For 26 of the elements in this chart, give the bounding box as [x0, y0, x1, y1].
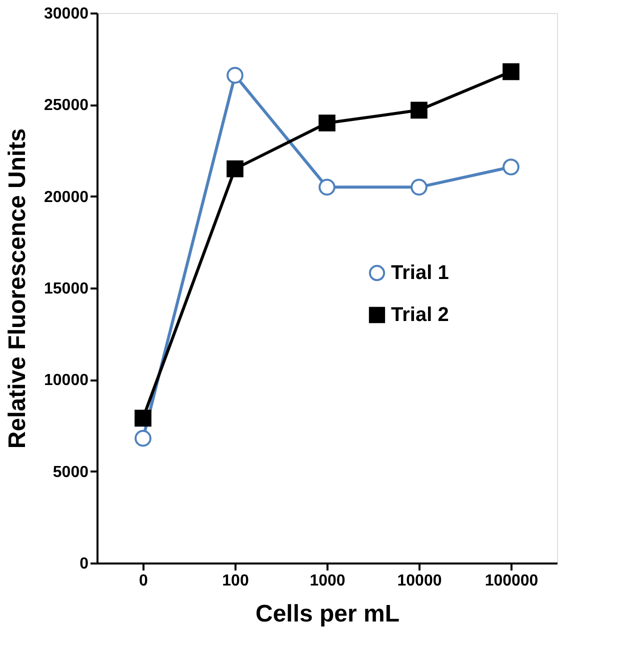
- point: [134, 430, 152, 447]
- y-tick-label: 30000: [44, 6, 89, 22]
- x-tick-label: 100000: [484, 572, 538, 590]
- point: [410, 178, 428, 196]
- point: [226, 66, 244, 84]
- point: [410, 102, 428, 119]
- point: [502, 63, 520, 80]
- x-axis-title: Cells per mL: [255, 600, 400, 628]
- point: [134, 410, 152, 427]
- point: [502, 158, 520, 176]
- y-tick-label: 0: [80, 556, 89, 572]
- x-tick-label: 10000: [397, 572, 442, 590]
- y-tick-label: 15000: [44, 280, 89, 298]
- x-tick-label: 100: [222, 572, 249, 590]
- y-tick-label: 25000: [44, 97, 89, 114]
- x-tick-label: 1000: [310, 572, 346, 590]
- legend-label: Trial 2: [391, 304, 449, 326]
- point: [318, 114, 336, 132]
- point: [318, 178, 336, 196]
- point: [226, 160, 244, 178]
- y-axis-title: Relative Fluorescence Units: [4, 128, 32, 449]
- legend-label: Trial 1: [391, 262, 449, 284]
- y-tick-label: 5000: [52, 464, 89, 481]
- x-tick-label: 0: [139, 572, 148, 590]
- y-tick-label: 10000: [44, 372, 89, 390]
- y-tick-label: 20000: [44, 188, 89, 206]
